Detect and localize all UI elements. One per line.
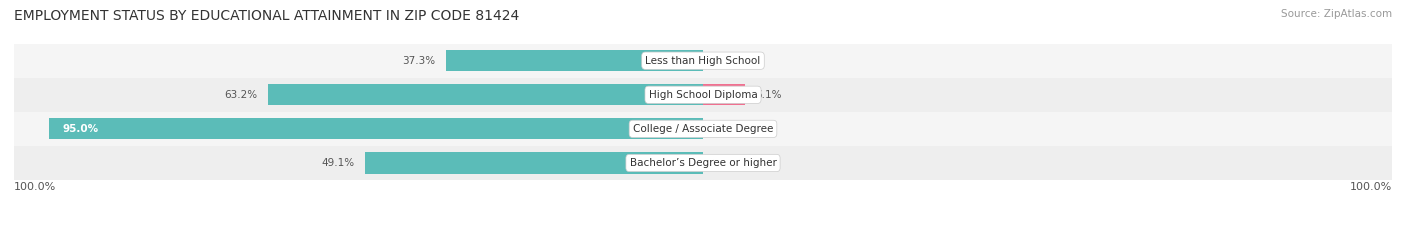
Text: 100.0%: 100.0% (14, 182, 56, 192)
Text: Source: ZipAtlas.com: Source: ZipAtlas.com (1281, 9, 1392, 19)
Text: 0.0%: 0.0% (713, 56, 740, 66)
Text: EMPLOYMENT STATUS BY EDUCATIONAL ATTAINMENT IN ZIP CODE 81424: EMPLOYMENT STATUS BY EDUCATIONAL ATTAINM… (14, 9, 519, 23)
Bar (446, 50, 703, 71)
Bar (364, 152, 703, 174)
Text: 49.1%: 49.1% (322, 158, 354, 168)
Bar (703, 84, 745, 105)
Text: College / Associate Degree: College / Associate Degree (633, 124, 773, 134)
Text: 100.0%: 100.0% (1350, 182, 1392, 192)
Text: 6.1%: 6.1% (755, 90, 782, 100)
Bar (48, 118, 703, 140)
Bar (14, 146, 1392, 180)
Bar (14, 44, 1392, 78)
Bar (267, 84, 703, 105)
Text: 37.3%: 37.3% (402, 56, 436, 66)
Text: 95.0%: 95.0% (62, 124, 98, 134)
Text: 0.0%: 0.0% (713, 124, 740, 134)
Text: High School Diploma: High School Diploma (648, 90, 758, 100)
Text: 63.2%: 63.2% (224, 90, 257, 100)
Text: Less than High School: Less than High School (645, 56, 761, 66)
Text: Bachelor’s Degree or higher: Bachelor’s Degree or higher (630, 158, 776, 168)
Bar (14, 78, 1392, 112)
Text: 0.0%: 0.0% (713, 158, 740, 168)
Bar (14, 112, 1392, 146)
